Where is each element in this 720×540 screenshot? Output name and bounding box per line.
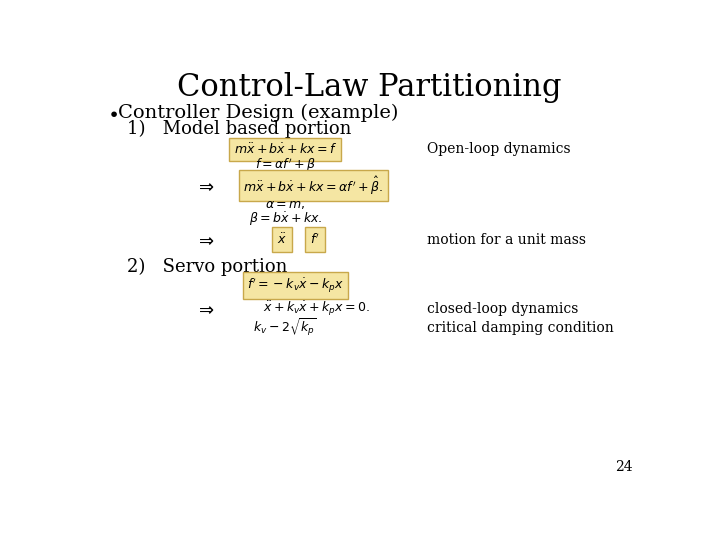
Text: $f^{\prime} = -k_v \dot{x} - k_p x$: $f^{\prime} = -k_v \dot{x} - k_p x$ bbox=[247, 276, 344, 295]
Text: 2)   Servo portion: 2) Servo portion bbox=[127, 258, 287, 275]
Text: $f^{\prime}$: $f^{\prime}$ bbox=[310, 232, 320, 247]
Text: $\Rightarrow$: $\Rightarrow$ bbox=[195, 177, 215, 195]
Text: closed-loop dynamics: closed-loop dynamics bbox=[427, 302, 578, 316]
Text: $\Rightarrow$: $\Rightarrow$ bbox=[195, 231, 215, 248]
Text: $m\ddot{x} + b\dot{x} + kx = f$: $m\ddot{x} + b\dot{x} + kx = f$ bbox=[233, 142, 337, 157]
Text: Control-Law Partitioning: Control-Law Partitioning bbox=[176, 72, 562, 103]
Text: $k_v - 2\sqrt{k_p}$: $k_v - 2\sqrt{k_p}$ bbox=[253, 317, 318, 339]
Text: motion for a unit mass: motion for a unit mass bbox=[427, 233, 586, 247]
Text: 1)   Model based portion: 1) Model based portion bbox=[127, 119, 351, 138]
Text: $\bullet$: $\bullet$ bbox=[107, 104, 118, 122]
Text: $\ddot{x} + k_v \dot{x} + k_p x = 0.$: $\ddot{x} + k_v \dot{x} + k_p x = 0.$ bbox=[263, 300, 370, 318]
Text: critical damping condition: critical damping condition bbox=[427, 321, 614, 335]
Text: Controller Design (example): Controller Design (example) bbox=[118, 104, 398, 122]
Text: 24: 24 bbox=[615, 460, 632, 474]
Text: $\ddot{x}$: $\ddot{x}$ bbox=[277, 232, 287, 247]
Text: $f = \alpha f^{\prime} + \beta$: $f = \alpha f^{\prime} + \beta$ bbox=[255, 156, 316, 174]
Text: $\alpha = m,$: $\alpha = m,$ bbox=[265, 198, 305, 212]
Text: $\beta = b\dot{x} + kx.$: $\beta = b\dot{x} + kx.$ bbox=[248, 210, 322, 227]
Text: Open-loop dynamics: Open-loop dynamics bbox=[427, 143, 571, 157]
Text: $m\ddot{x} + b\dot{x} + kx = \alpha f^{\prime} + \hat{\beta}.$: $m\ddot{x} + b\dot{x} + kx = \alpha f^{\… bbox=[243, 174, 383, 197]
Text: $\Rightarrow$: $\Rightarrow$ bbox=[195, 300, 215, 318]
